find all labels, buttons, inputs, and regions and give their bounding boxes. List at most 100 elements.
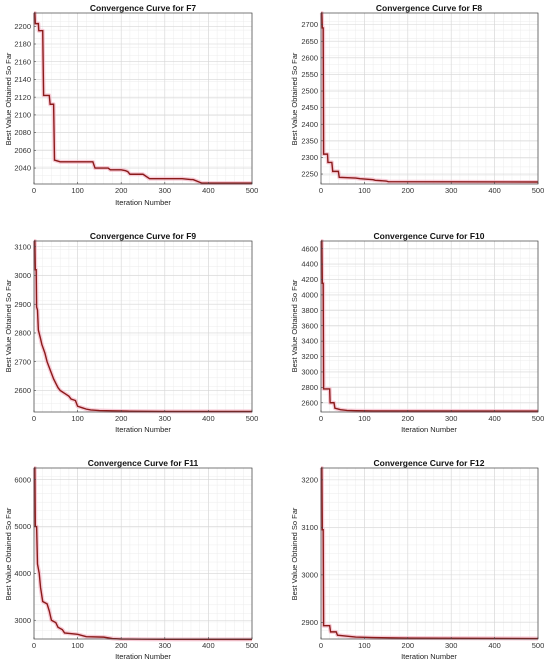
series-line (321, 12, 539, 183)
x-tick-label: 0 (319, 186, 323, 195)
y-tick-label: 2060 (14, 146, 31, 155)
chart-title: Convergence Curve for F12 (373, 458, 484, 468)
x-tick-label: 400 (488, 186, 501, 195)
y-tick-label: 2040 (14, 164, 31, 173)
x-tick-label: 300 (445, 641, 458, 650)
chart-2-plot: 0 100 200 300 400 500 2250 2300 2350 2400 2450 2500… (301, 11, 545, 195)
chart-panel-f7: Convergence Curve for F7 Iteration Numbe… (4, 3, 196, 207)
y-tick-label: 2200 (14, 22, 31, 31)
y-tick-label: 2600 (301, 53, 318, 62)
axes-frame (33, 12, 253, 185)
x-tick-label: 300 (159, 186, 172, 195)
y-tick-label: 4000 (301, 291, 318, 300)
y-tick-label: 2900 (301, 618, 318, 627)
y-tick-label: 2500 (301, 87, 318, 96)
y-tick-label: 2900 (14, 300, 31, 309)
axes-frame (320, 240, 539, 413)
series-line (34, 240, 252, 413)
chart-panel-f8: Convergence Curve for F8 Best Value Obta… (290, 3, 482, 145)
axes-frame (33, 467, 253, 640)
y-tick-label: 3400 (301, 337, 318, 346)
x-tick-label: 300 (159, 641, 172, 650)
chart-6-plot: 0 100 200 300 400 500 2900 3000 3100 3200 (301, 466, 545, 650)
y-tick-label: 3100 (301, 523, 318, 532)
y-tick-label: 3800 (301, 306, 318, 315)
x-tick-label: 300 (445, 186, 458, 195)
y-tick-label: 2800 (14, 329, 31, 338)
y-axis-label: Best Value Obtained So Far (290, 52, 299, 145)
chart-5-plot: 0 100 200 300 400 500 3000 4000 5000 6000 (14, 466, 259, 650)
y-tick-label: 2160 (14, 57, 31, 66)
x-tick-label: 200 (402, 641, 415, 650)
y-tick-label: 3200 (301, 475, 318, 484)
y-tick-label: 2600 (301, 398, 318, 407)
x-tick-label: 300 (159, 414, 172, 423)
chart-panel-f12: Convergence Curve for F12 Iteration Numb… (290, 458, 485, 661)
x-tick-label: 500 (246, 414, 259, 423)
y-tick-label: 3200 (301, 352, 318, 361)
y-tick-label: 3000 (301, 570, 318, 579)
x-tick-label: 200 (402, 186, 415, 195)
x-tick-label: 400 (202, 414, 215, 423)
chart-title: Convergence Curve for F11 (88, 458, 199, 468)
x-tick-label: 400 (488, 641, 501, 650)
y-tick-label: 2080 (14, 128, 31, 137)
x-tick-label: 100 (71, 414, 84, 423)
y-tick-label: 2300 (301, 153, 318, 162)
x-tick-label: 100 (71, 641, 84, 650)
y-tick-label: 2120 (14, 93, 31, 102)
y-tick-label: 2650 (301, 37, 318, 46)
x-tick-label: 0 (32, 186, 36, 195)
y-tick-label: 2450 (301, 103, 318, 112)
x-tick-label: 500 (532, 641, 545, 650)
y-axis-label: Best Value Obtained So Far (4, 52, 13, 145)
y-tick-label: 3000 (301, 368, 318, 377)
chart-4-plot: 0 100 200 300 400 500 2600 2800 3000 3200 3400 3600… (301, 239, 545, 423)
y-tick-label: 2550 (301, 70, 318, 79)
x-axis-label: Iteration Number (401, 652, 457, 661)
y-axis-label: Best Value Obtained So Far (290, 507, 299, 600)
chart-title: Convergence Curve for F8 (376, 3, 483, 13)
y-tick-label: 2700 (301, 20, 318, 29)
y-tick-label: 6000 (14, 475, 31, 484)
x-tick-label: 400 (488, 414, 501, 423)
y-tick-label: 4400 (301, 260, 318, 269)
x-axis-label: Iteration Number (115, 425, 171, 434)
x-axis-label: Iteration Number (115, 198, 171, 207)
x-tick-label: 100 (358, 641, 371, 650)
y-tick-label: 3600 (301, 321, 318, 330)
y-axis-label: Best Value Obtained So Far (4, 279, 13, 372)
chart-panel-f11: Convergence Curve for F11 Iteration Numb… (4, 458, 199, 661)
y-tick-label: 2400 (301, 120, 318, 129)
y-axis-label: Best Value Obtained So Far (4, 507, 13, 600)
y-tick-label: 3000 (14, 271, 31, 280)
x-tick-label: 500 (246, 641, 259, 650)
y-tick-label: 4600 (301, 244, 318, 253)
x-tick-label: 0 (319, 641, 323, 650)
axes-frame (320, 12, 539, 185)
y-tick-label: 2180 (14, 40, 31, 49)
x-tick-label: 0 (319, 414, 323, 423)
x-tick-label: 400 (202, 186, 215, 195)
axes-frame (33, 240, 253, 413)
x-tick-label: 0 (32, 414, 36, 423)
x-tick-label: 500 (532, 186, 545, 195)
chart-title: Convergence Curve for F9 (90, 231, 197, 241)
x-tick-label: 100 (71, 186, 84, 195)
axes-frame (320, 467, 539, 640)
y-tick-label: 2250 (301, 170, 318, 179)
y-tick-label: 4200 (301, 275, 318, 284)
x-tick-label: 100 (358, 186, 371, 195)
y-tick-label: 3100 (14, 242, 31, 251)
x-axis-label: Iteration Number (115, 652, 171, 661)
series-line (34, 12, 252, 184)
chart-title: Convergence Curve for F7 (90, 3, 197, 13)
x-tick-label: 200 (115, 641, 128, 650)
x-tick-label: 100 (358, 414, 371, 423)
x-tick-label: 500 (246, 186, 259, 195)
x-tick-label: 500 (532, 414, 545, 423)
x-tick-label: 400 (202, 641, 215, 650)
y-tick-label: 2700 (14, 357, 31, 366)
y-axis-label: Best Value Obtained So Far (290, 279, 299, 372)
